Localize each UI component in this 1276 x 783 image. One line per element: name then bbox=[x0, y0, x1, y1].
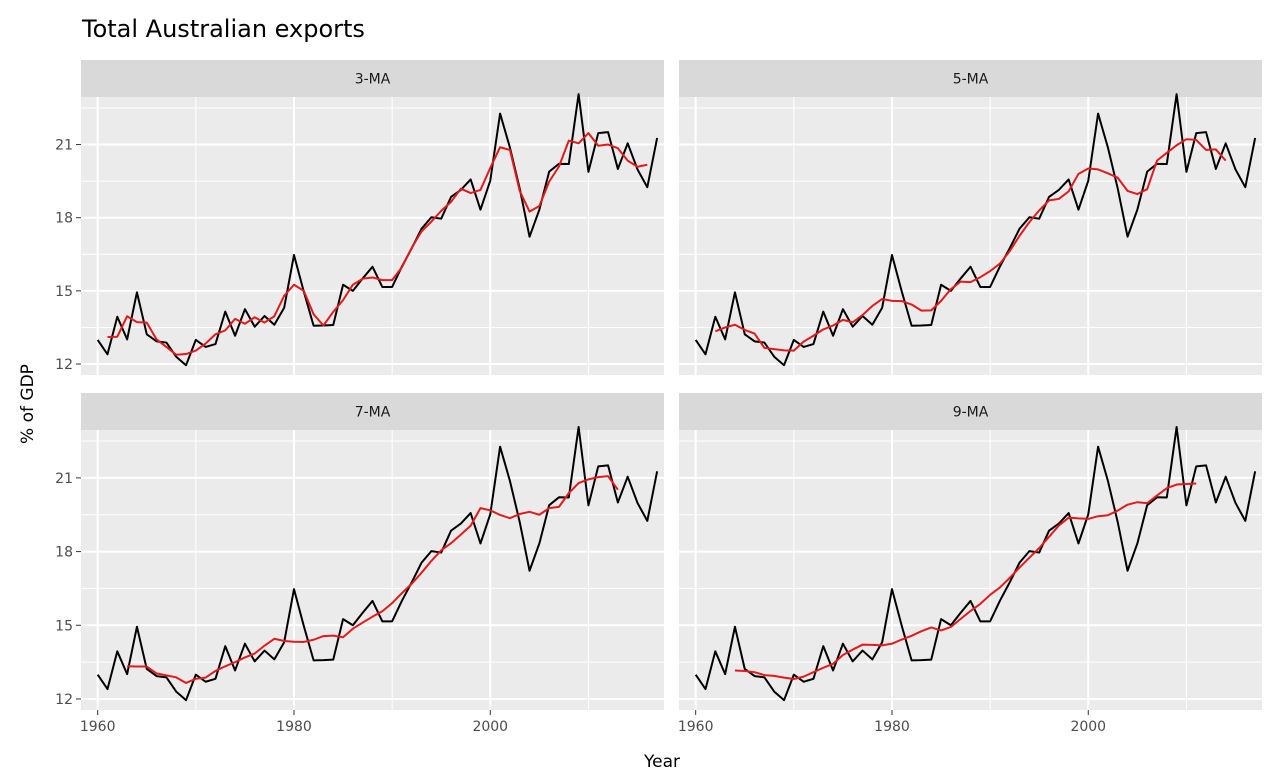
y-axis-title: % of GDP bbox=[18, 364, 38, 444]
facet-strip bbox=[81, 393, 664, 430]
facet-strip bbox=[679, 60, 1262, 97]
y-tick-label: 15 bbox=[55, 284, 73, 300]
exports-line bbox=[694, 93, 1257, 367]
y-tick-label: 15 bbox=[55, 618, 73, 634]
moving-average-line bbox=[714, 138, 1227, 352]
chart-title: Total Australian exports bbox=[81, 15, 365, 43]
x-tick-label: 1960 bbox=[678, 719, 714, 735]
facet-strip-label: 9-MA bbox=[953, 405, 989, 421]
y-tick-label: 18 bbox=[55, 545, 73, 561]
panel-background bbox=[679, 97, 1262, 375]
panel-background bbox=[679, 430, 1262, 710]
exports-line bbox=[694, 426, 1257, 702]
facet-strip-label: 3-MA bbox=[355, 72, 391, 88]
y-tick-label: 12 bbox=[55, 357, 73, 373]
facet-5-ma: 5-MA bbox=[679, 60, 1262, 375]
facet-strip bbox=[81, 60, 664, 97]
y-tick-label: 21 bbox=[55, 471, 73, 487]
panel-background bbox=[81, 97, 664, 375]
x-tick-label: 1980 bbox=[276, 719, 312, 735]
moving-average-line bbox=[127, 475, 619, 684]
facet-3-ma: 3-MA 12 15 18 21 bbox=[55, 60, 664, 375]
moving-average-line bbox=[107, 132, 648, 356]
facet-strip-label: 7-MA bbox=[355, 405, 391, 421]
y-tick-label: 12 bbox=[55, 692, 73, 708]
y-tick-label: 18 bbox=[55, 211, 73, 227]
x-tick-label: 1980 bbox=[874, 719, 910, 735]
facet-panels: 3-MA 12 15 18 21 5-MA 7-MA 12 15 18 21 1960 1980 2000… bbox=[55, 60, 1262, 735]
facet-strip bbox=[679, 393, 1262, 430]
y-tick-label: 21 bbox=[55, 138, 73, 154]
moving-average-line bbox=[734, 482, 1197, 681]
facet-9-ma: 9-MA 1960 1980 2000 bbox=[678, 393, 1262, 735]
x-axis-title: Year bbox=[643, 752, 680, 772]
panel-background bbox=[81, 430, 664, 710]
facet-7-ma: 7-MA 12 15 18 21 1960 1980 2000 bbox=[55, 393, 664, 735]
x-tick-label: 2000 bbox=[472, 719, 508, 735]
x-tick-label: 1960 bbox=[80, 719, 116, 735]
facet-strip-label: 5-MA bbox=[953, 72, 989, 88]
exports-line bbox=[96, 426, 659, 702]
x-tick-label: 2000 bbox=[1070, 719, 1106, 735]
